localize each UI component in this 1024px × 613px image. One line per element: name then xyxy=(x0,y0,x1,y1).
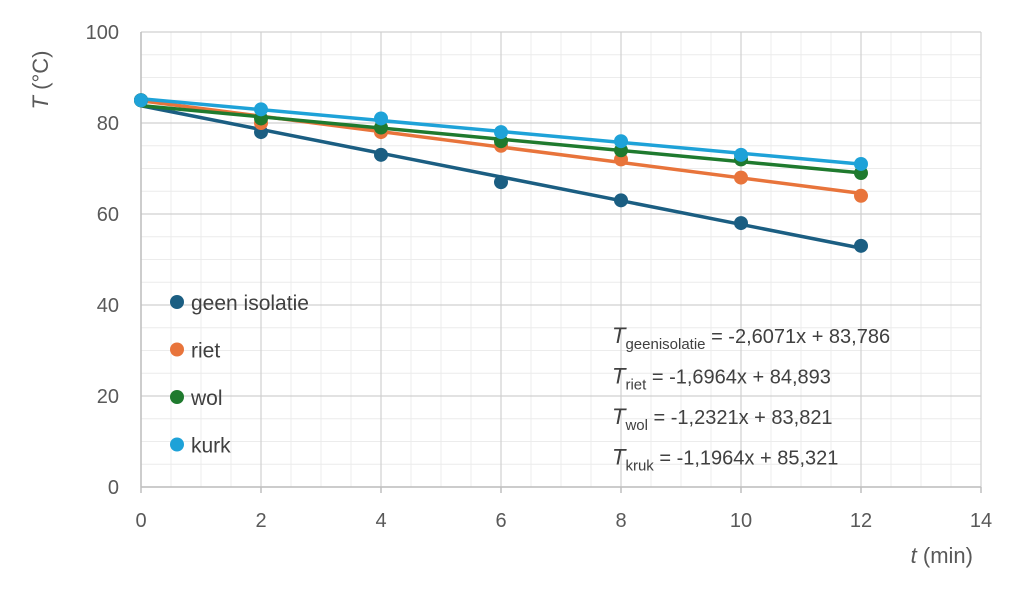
trendline-equations: Tgeenisolatie = -2,6071x + 83,786 Triet =… xyxy=(612,323,890,475)
legend-label-geen-isolatie: geen isolatie xyxy=(191,292,309,315)
x-tick-label: 14 xyxy=(970,510,992,532)
point-kurk xyxy=(734,147,748,162)
x-tick-label: 12 xyxy=(850,510,872,532)
equation-wol: Twol = -1,2321x + 83,821 xyxy=(612,404,833,434)
point-kurk xyxy=(854,156,868,171)
legend-marker-kurk xyxy=(170,437,184,452)
y-tick-label: 40 xyxy=(97,295,119,317)
x-tick-label: 6 xyxy=(495,510,506,532)
equation-riet: Triet = -1,6964x + 84,893 xyxy=(612,364,831,394)
x-axis-unit: (min) xyxy=(917,543,973,568)
point-geen-isolatie xyxy=(614,193,628,208)
y-tick-label: 80 xyxy=(97,113,119,135)
x-tick-label: 8 xyxy=(615,510,626,532)
x-tick-label: 2 xyxy=(255,510,266,532)
equation-geenisolatie: Tgeenisolatie = -2,6071x + 83,786 xyxy=(612,323,890,353)
x-axis-title: t (min) xyxy=(911,543,973,568)
legend-marker-wol xyxy=(170,390,184,404)
point-kurk xyxy=(134,93,148,108)
minor-gridlines xyxy=(140,31,982,488)
axes xyxy=(140,32,982,493)
point-kurk xyxy=(374,111,388,126)
x-tick-label: 0 xyxy=(135,510,146,532)
y-axis-title: T (°C) xyxy=(28,51,53,110)
y-tick-label: 20 xyxy=(97,386,119,408)
legend-label-kurk: kurk xyxy=(191,435,231,458)
point-kurk xyxy=(494,125,508,140)
y-tick-label: 0 xyxy=(108,477,119,499)
y-tick-label: 60 xyxy=(97,204,119,226)
point-riet xyxy=(854,188,868,203)
x-tick-label: 10 xyxy=(730,510,752,532)
legend-label-wol: wol xyxy=(190,387,223,410)
x-tick-labels: 0 2 4 6 8 10 12 14 xyxy=(135,510,992,532)
y-axis-variable: T xyxy=(28,94,53,109)
y-tick-label: 100 xyxy=(86,22,119,44)
point-kurk xyxy=(614,134,628,149)
point-geen-isolatie xyxy=(374,147,388,162)
y-tick-labels: 0 20 40 60 80 100 xyxy=(86,22,119,499)
equation-kruk: Tkruk = -1,1964x + 85,321 xyxy=(612,445,838,475)
legend: geen isolatie riet wol kurk xyxy=(170,292,309,458)
point-geen-isolatie xyxy=(854,238,868,253)
point-kurk xyxy=(254,102,268,117)
point-geen-isolatie xyxy=(494,175,508,190)
y-axis-unit: (°C) xyxy=(28,51,53,96)
legend-marker-riet xyxy=(170,342,184,357)
legend-marker-geen-isolatie xyxy=(170,295,184,309)
x-axis-variable: t xyxy=(911,543,918,568)
legend-label-riet: riet xyxy=(191,340,220,363)
x-tick-label: 4 xyxy=(375,510,386,532)
data-points xyxy=(134,93,868,253)
point-riet xyxy=(734,170,748,185)
point-geen-isolatie xyxy=(734,216,748,231)
